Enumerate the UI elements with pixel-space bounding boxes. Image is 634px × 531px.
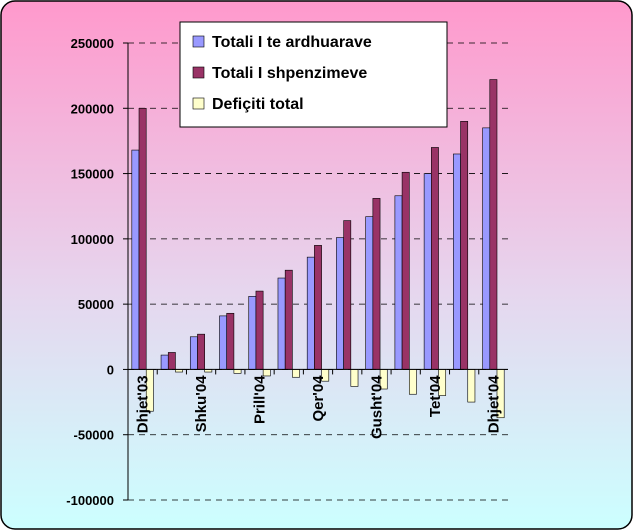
bar [431,147,439,370]
bar [460,121,469,370]
bar [292,369,300,378]
legend-label: Defiçiti total [212,96,304,113]
bar [167,352,176,370]
bar [284,269,293,370]
x-tick-label: Tet'04 [427,375,444,417]
legend: Totali I te ardhuarave Totali I shpenzime… [179,21,448,128]
x-tick-label: Gusht'04 [368,375,385,439]
x-tick-label: Dhjet'04 [485,375,502,433]
bar [467,369,476,403]
bar [343,220,352,370]
bar [394,195,403,370]
plot-area: -100000 -50000 0 50000 100000 150000 200000 250… [66,36,508,508]
x-tick-label: Prill'04 [252,375,269,424]
bar [255,290,264,370]
x-tick-label: Shku'04 [193,375,210,433]
bar [482,127,491,370]
y-tick-label: 100000 [71,232,114,247]
bar [401,171,410,370]
bar [423,173,432,370]
legend-label: Totali I te ardhuarave [212,34,372,51]
bar [336,237,344,370]
y-tick-label: -100000 [66,493,114,508]
bar [197,333,205,370]
y-tick-label: -50000 [74,428,114,443]
x-tick-label: Qer'04 [310,375,327,422]
legend-box [179,21,448,128]
bar [219,315,228,370]
legend-swatch [192,35,205,48]
bar [248,296,257,370]
bar [372,198,381,370]
bar [226,312,235,370]
y-tick-label: 250000 [71,36,114,51]
bar [365,216,374,370]
bar [350,369,359,387]
legend-swatch [192,66,205,79]
bar [189,336,198,370]
bar [489,79,498,370]
x-tick-label: Dhjet'03 [135,375,152,433]
y-tick-label: 50000 [78,297,114,312]
bar [277,277,286,370]
bar [453,153,461,370]
legend-label: Totali I shpenzimeve [212,65,367,82]
y-tick-label: 200000 [71,101,114,116]
bar [408,369,417,395]
bar [233,369,242,374]
bar [131,149,140,370]
legend-swatch [192,97,205,110]
bar [160,354,169,370]
y-tick-label: 150000 [71,167,114,182]
bar [314,245,322,370]
y-tick-label: 0 [107,362,114,377]
bar [306,256,315,370]
bar [262,369,271,377]
bar [138,107,147,370]
